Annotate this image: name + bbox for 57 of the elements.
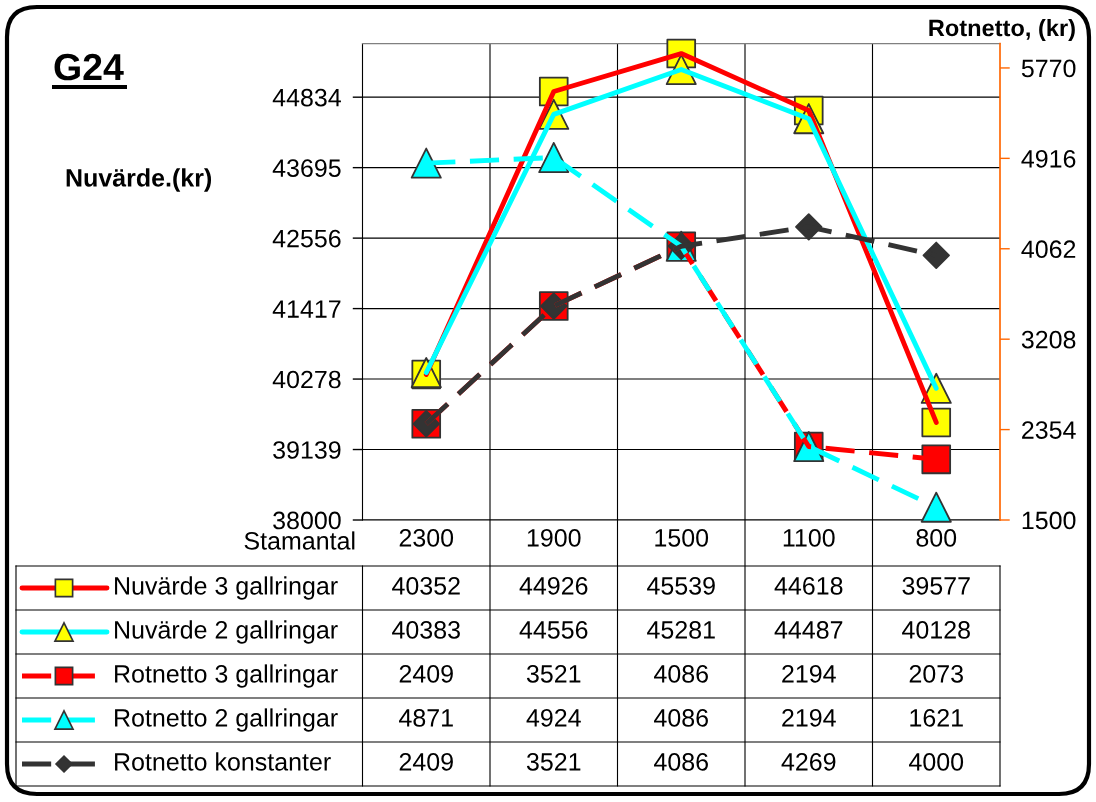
data-label: 40352 bbox=[392, 577, 460, 595]
legend-label: Rotnetto 3 gallringar bbox=[115, 664, 338, 688]
data-label: 2409 bbox=[399, 753, 453, 771]
y2-tick-label: 3208 bbox=[1021, 330, 1076, 349]
point bbox=[921, 444, 952, 475]
y2-tick-label: 4916 bbox=[1021, 149, 1076, 168]
data-label: 2409 bbox=[399, 665, 453, 683]
x-tick-label: 1500 bbox=[655, 528, 709, 547]
data-label: 4000 bbox=[909, 753, 964, 771]
legend-label: Nuvärde 2 gallringar bbox=[115, 620, 338, 644]
y2-axis-title: Rotnetto, (kr) bbox=[929, 19, 1075, 41]
data-label: 44487 bbox=[774, 621, 843, 639]
data-label: 3521 bbox=[526, 665, 581, 683]
data-label: 40383 bbox=[392, 621, 460, 639]
data-label: 4924 bbox=[526, 709, 581, 727]
data-label: 4086 bbox=[654, 709, 708, 727]
data-label: 4871 bbox=[399, 709, 453, 727]
chart-title: G24 bbox=[54, 53, 124, 81]
y-tick-label: 38000 bbox=[273, 511, 341, 530]
data-label: 4086 bbox=[654, 753, 708, 771]
y-tick-label: 39139 bbox=[273, 441, 341, 459]
x-tick-label: 2300 bbox=[399, 528, 454, 547]
data-label: 39577 bbox=[902, 577, 970, 595]
y-tick-label: 44834 bbox=[272, 88, 341, 107]
point bbox=[922, 241, 950, 270]
data-label: 4086 bbox=[654, 665, 708, 683]
y2-tick-label: 5770 bbox=[1021, 59, 1076, 78]
point bbox=[920, 491, 952, 523]
data-label: 44556 bbox=[519, 621, 588, 639]
y-tick-label: 43695 bbox=[272, 159, 341, 177]
data-label: 40128 bbox=[902, 621, 970, 639]
data-label: 2194 bbox=[782, 709, 836, 727]
y2-tick-label: 2354 bbox=[1022, 421, 1076, 439]
data-label: 44618 bbox=[774, 577, 843, 595]
data-label: 1621 bbox=[910, 709, 963, 727]
data-label: 44926 bbox=[519, 577, 588, 595]
legend-label: Rotnetto konstanter bbox=[115, 752, 331, 771]
data-label: 2073 bbox=[909, 665, 963, 683]
data-label: 2194 bbox=[782, 665, 836, 683]
legend-label: Nuvärde 3 gallringar bbox=[115, 576, 338, 600]
data-label: 3521 bbox=[526, 753, 581, 771]
data-label: 45539 bbox=[647, 577, 715, 595]
point bbox=[538, 142, 570, 174]
data-label: 45281 bbox=[647, 621, 715, 639]
point bbox=[410, 147, 442, 179]
y-tick-label: 42556 bbox=[272, 229, 341, 248]
legend-label: Rotnetto 2 gallringar bbox=[115, 708, 338, 732]
x-axis-title: Stamantal bbox=[244, 531, 355, 550]
y2-tick-label: 4062 bbox=[1021, 240, 1076, 259]
y-axis-title: Nuvärde.(kr) bbox=[66, 168, 212, 192]
y2-tick-label: 1500 bbox=[1022, 511, 1076, 530]
x-tick-label: 1900 bbox=[527, 528, 581, 547]
y-tick-label: 41417 bbox=[272, 300, 341, 318]
y-tick-label: 40278 bbox=[272, 370, 341, 389]
x-tick-label: 800 bbox=[916, 528, 957, 547]
data-label: 4269 bbox=[781, 753, 836, 771]
x-tick-label: 1100 bbox=[783, 528, 835, 547]
